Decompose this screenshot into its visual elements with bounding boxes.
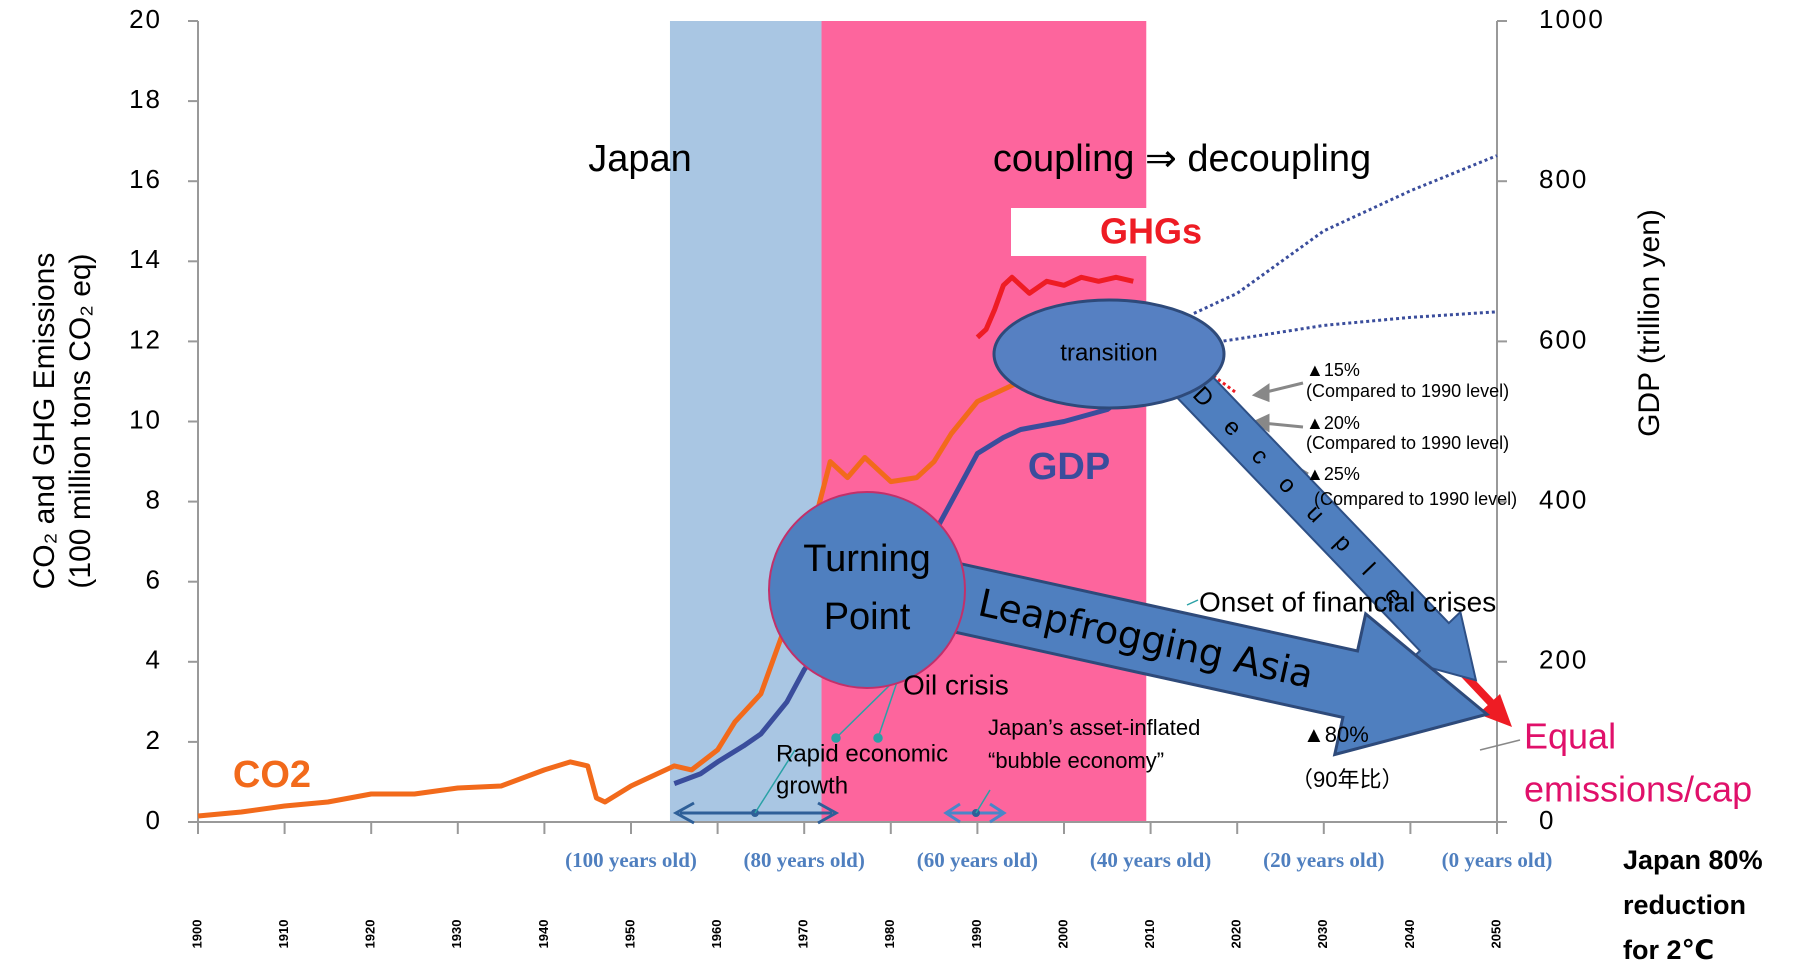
oil-label: Oil crisis xyxy=(903,669,1009,700)
y-tick-label: 12 xyxy=(129,324,162,354)
x-tick-label: 2000 xyxy=(1055,920,1070,949)
x-tick-label: 2040 xyxy=(1402,920,1417,949)
target-label: ▲20% xyxy=(1306,413,1360,433)
x-tick-label: 1940 xyxy=(536,920,551,949)
turning-label: Turning xyxy=(803,538,930,580)
bubble-label: “bubble economy” xyxy=(988,748,1164,773)
y-tick-label: 16 xyxy=(129,164,162,194)
japan-label: Japan xyxy=(588,138,692,180)
y2-tick-label: 1000 xyxy=(1539,4,1605,34)
target80-label: （90年比） xyxy=(1291,767,1403,792)
target-label: (Compared to 1990 level) xyxy=(1306,433,1509,453)
series-line xyxy=(197,322,1135,819)
series-line xyxy=(1193,310,1498,347)
coupling-label: coupling ⇒ decoupling xyxy=(993,138,1371,180)
equal-label: emissions/cap xyxy=(1524,769,1752,810)
y-tick-label: 10 xyxy=(129,404,162,434)
series-line xyxy=(975,274,1134,340)
age-label: (60 years old) xyxy=(917,848,1038,872)
leader xyxy=(754,599,1199,814)
y-tick-label: 14 xyxy=(129,244,162,274)
x-tick-label: 2020 xyxy=(1229,920,1244,949)
financial-label: Onset of financial crises xyxy=(1199,586,1496,617)
label-box xyxy=(1011,208,1218,256)
rapid-label: Rapid economic xyxy=(776,740,948,767)
target80-label: ▲80% xyxy=(1303,722,1369,747)
age-label: (80 years old) xyxy=(744,848,865,872)
shaded-band xyxy=(669,21,822,822)
equal-label: Equal xyxy=(1524,716,1616,757)
age-label: (40 years old) xyxy=(1090,848,1211,872)
x-tick-label: 2010 xyxy=(1142,920,1157,949)
age-label: (20 years old) xyxy=(1263,848,1384,872)
x-tick-label: 2030 xyxy=(1315,920,1330,949)
x-tick-label: 1970 xyxy=(796,920,811,949)
y-tick-label: 0 xyxy=(146,805,162,835)
y-tick-label: 6 xyxy=(146,565,162,595)
age-label: (100 years old) xyxy=(565,848,697,872)
series-label: GDP xyxy=(1028,446,1110,488)
y-tick-label: 8 xyxy=(146,484,162,514)
transition-label: transition xyxy=(1060,339,1157,366)
x-tick-label: 1960 xyxy=(709,920,724,949)
y-axis-title: (100 million tons CO₂ eq) xyxy=(64,253,97,588)
x-tick-label: 1920 xyxy=(363,920,378,949)
y-tick-label: 2 xyxy=(146,725,162,755)
y-tick-label: 18 xyxy=(129,84,162,114)
japan80-label: Japan 80% xyxy=(1623,845,1763,875)
y2-tick-label: 800 xyxy=(1539,164,1588,194)
target-label: (Compared to 1990 level) xyxy=(1306,381,1509,401)
age-label: (0 years old) xyxy=(1442,848,1553,872)
japan80-label: reduction xyxy=(1623,890,1746,920)
y-tick-label: 20 xyxy=(129,4,162,34)
turning-label: Point xyxy=(824,596,911,638)
y2-axis-title: GDP (trillion yen) xyxy=(1633,209,1666,437)
y2-tick-label: 0 xyxy=(1539,805,1555,835)
target-label: (Compared to 1990 level) xyxy=(1314,489,1517,509)
x-tick-label: 1950 xyxy=(622,920,637,949)
y2-tick-label: 600 xyxy=(1539,324,1588,354)
series-line xyxy=(1193,154,1498,315)
target-label: ▲15% xyxy=(1306,360,1360,380)
x-tick-label: 2050 xyxy=(1488,920,1503,949)
transition-ellipse xyxy=(992,298,1226,410)
target-label: ▲25% xyxy=(1306,464,1360,484)
rapid-label: growth xyxy=(776,772,848,799)
y-tick-label: 4 xyxy=(146,645,162,675)
series-label: CO2 xyxy=(233,754,311,796)
x-tick-label: 1980 xyxy=(882,920,897,949)
y-axis-title: CO₂ and GHG Emissions xyxy=(28,253,61,590)
x-tick-label: 1930 xyxy=(449,920,464,949)
series-label: GHGs xyxy=(1100,211,1202,252)
bubble-label: Japan’s asset-inflated xyxy=(988,715,1200,740)
x-tick-label: 1990 xyxy=(969,920,984,949)
y2-tick-label: 400 xyxy=(1539,484,1588,514)
turning-circle xyxy=(768,491,966,689)
x-tick-label: 1910 xyxy=(276,920,291,949)
japan80-label: for 2℃ xyxy=(1623,935,1714,965)
y2-tick-label: 200 xyxy=(1539,645,1588,675)
x-tick-label: 1900 xyxy=(189,920,204,949)
